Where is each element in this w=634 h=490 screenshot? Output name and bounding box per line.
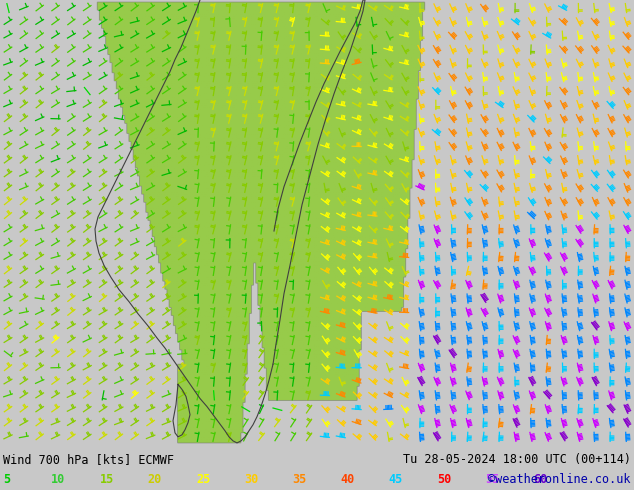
Text: Tu 28-05-2024 18:00 UTC (00+114): Tu 28-05-2024 18:00 UTC (00+114) [403, 453, 631, 466]
Text: 60: 60 [533, 473, 547, 487]
Text: 15: 15 [100, 473, 113, 487]
Text: 40: 40 [340, 473, 354, 487]
Text: 30: 30 [244, 473, 258, 487]
Text: 10: 10 [51, 473, 65, 487]
Text: 5: 5 [3, 473, 10, 487]
Text: 55: 55 [485, 473, 499, 487]
Text: Wind 700 hPa [kts] ECMWF: Wind 700 hPa [kts] ECMWF [3, 453, 174, 466]
Text: 50: 50 [437, 473, 451, 487]
Text: 35: 35 [292, 473, 306, 487]
Text: ©weatheronline.co.uk: ©weatheronline.co.uk [488, 473, 631, 487]
Text: 20: 20 [148, 473, 162, 487]
Text: 45: 45 [389, 473, 403, 487]
Text: 25: 25 [196, 473, 210, 487]
